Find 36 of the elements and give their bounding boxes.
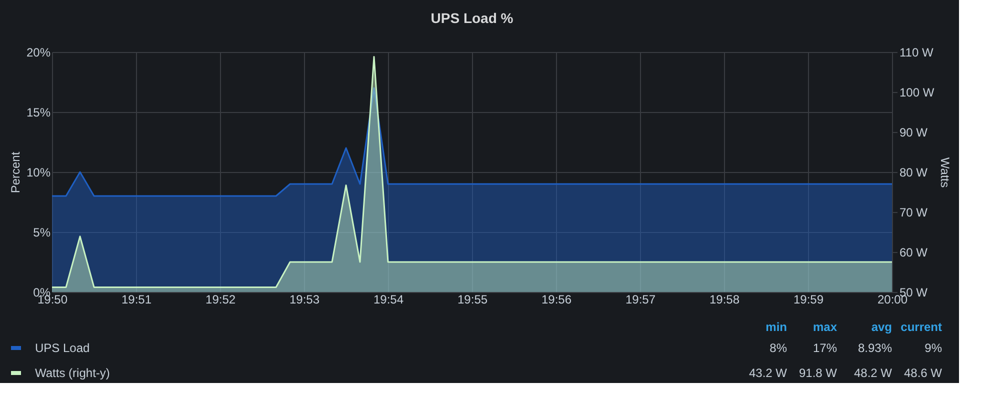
x-tick-label: 19:52 xyxy=(206,292,236,306)
x-tick-label: 19:54 xyxy=(373,292,404,306)
x-tick-label: 19:53 xyxy=(289,292,320,306)
text: 8.93% xyxy=(858,341,892,355)
x-tick-label: 19:59 xyxy=(793,292,824,306)
x-tick-label: 19:55 xyxy=(458,292,488,306)
x-tick-label: 19:57 xyxy=(625,292,656,306)
legend-label: UPS Load xyxy=(35,341,90,355)
y-tick-label: 10% xyxy=(26,166,51,180)
text: current xyxy=(900,320,942,334)
text: 17% xyxy=(812,341,838,355)
text: 48.2 W xyxy=(854,366,893,380)
y2-tick-label: 60 W xyxy=(900,246,928,260)
text: avg xyxy=(871,320,892,334)
x-tick-label: 19:56 xyxy=(541,292,572,306)
x-tick-label: 19:58 xyxy=(710,292,740,306)
y-tick-label: 20% xyxy=(26,46,51,60)
text: max xyxy=(812,320,838,334)
y2-tick-label: 80 W xyxy=(900,166,928,180)
y-tick-label: 15% xyxy=(26,106,51,120)
text: 9% xyxy=(924,341,942,355)
text: 43.2 W xyxy=(748,366,788,380)
legend-label: Watts (right-y) xyxy=(35,366,110,380)
chart-title: UPS Load % xyxy=(430,10,514,26)
y2-tick-label: 90 W xyxy=(900,126,928,140)
y2-tick-label: 110 W xyxy=(900,46,934,60)
x-tick-label: 19:51 xyxy=(122,292,152,306)
y2-tick-label: 70 W xyxy=(900,206,928,220)
y-axis-title: Percent xyxy=(8,151,22,194)
text: 48.6 W xyxy=(904,366,943,380)
text: 91.8 W xyxy=(798,366,838,380)
text: min xyxy=(766,320,787,334)
y2-axis-title: Watts xyxy=(938,157,952,188)
y-tick-label: 5% xyxy=(33,226,51,240)
text: 8% xyxy=(770,341,788,355)
y2-tick-label: 100 W xyxy=(900,86,935,100)
